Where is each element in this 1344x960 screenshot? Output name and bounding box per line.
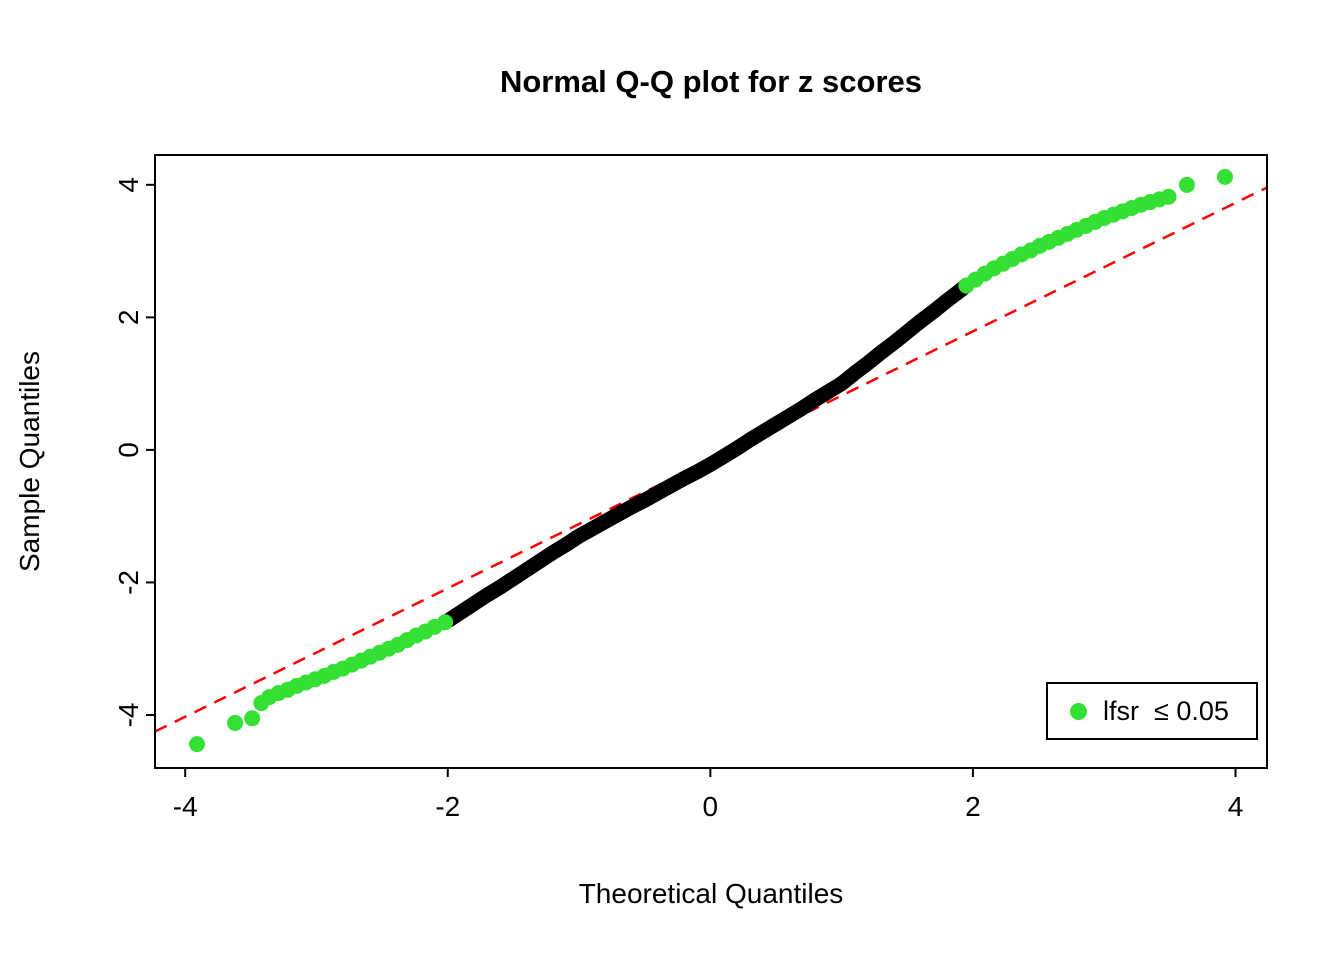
y-tick-label-2: 0 [113, 442, 144, 458]
data-point-series-1 [437, 614, 454, 631]
chart-title: Normal Q-Q plot for z scores [499, 64, 922, 99]
x-tick-label-3: 2 [965, 791, 981, 822]
series-band-0 [440, 278, 974, 629]
data-point-series-1 [1178, 176, 1195, 193]
y-tick-label-3: 2 [113, 310, 144, 326]
legend-marker-circle [1070, 702, 1087, 720]
y-axis-label: Sample Quantiles [14, 351, 45, 573]
legend: lfsr ≤ 0.05 [1046, 682, 1258, 740]
x-tick-label-2: 0 [703, 791, 719, 822]
x-tick-label-0: -4 [173, 791, 198, 822]
data-point-series-1 [244, 710, 261, 727]
plot-box [154, 154, 1268, 769]
y-tick-label-1: -2 [113, 570, 144, 595]
data-point-series-1 [1216, 168, 1233, 185]
legend-label: lfsr ≤ 0.05 [1103, 695, 1229, 726]
data-point-series-1 [1160, 188, 1177, 205]
x-axis-label: Theoretical Quantiles [578, 878, 844, 909]
data-point-series-1 [227, 714, 244, 731]
data-point-series-1 [189, 736, 206, 753]
y-tick-label-4: 4 [113, 177, 144, 193]
x-tick-label-1: -2 [435, 791, 460, 822]
x-tick-label-4: 4 [1228, 791, 1244, 822]
y-tick-label-0: -4 [113, 703, 144, 728]
